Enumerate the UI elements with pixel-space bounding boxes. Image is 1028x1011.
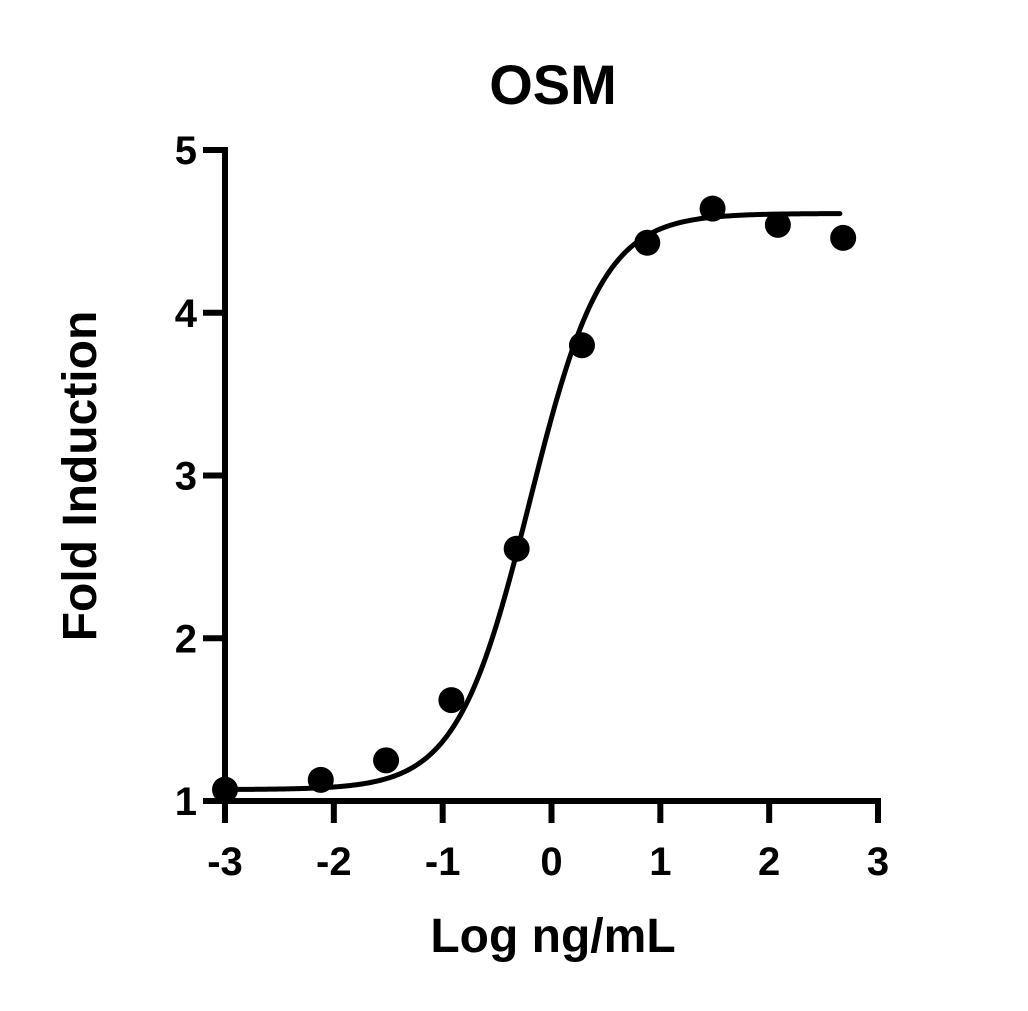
data-point [764, 211, 791, 238]
x-tick-label: 0 [540, 840, 562, 884]
data-point [503, 535, 530, 562]
data-point [212, 776, 238, 803]
data-point [373, 747, 400, 774]
data-point [568, 332, 595, 359]
data-point [634, 229, 661, 256]
y-tick-label: 4 [175, 292, 198, 336]
fit-curve [222, 211, 843, 792]
chart-title: OSM [489, 53, 617, 116]
x-tick-label: 2 [758, 840, 780, 884]
x-tick-label: -2 [316, 840, 352, 884]
data-point [307, 766, 334, 793]
data-points [212, 195, 857, 803]
data-point [830, 224, 857, 251]
fit-curve-layer [222, 211, 843, 792]
data-point [438, 687, 465, 714]
x-tick-label: -3 [207, 840, 243, 884]
y-tick-label: 2 [175, 617, 197, 661]
y-axis-label: Fold Induction [54, 311, 107, 642]
y-tick-label: 1 [175, 780, 197, 824]
x-tick-label: 1 [649, 840, 671, 884]
y-tick-label: 5 [175, 129, 197, 173]
x-tick-label: -1 [425, 840, 461, 884]
data-point [699, 195, 726, 222]
x-axis-label: Log ng/mL [430, 910, 675, 963]
y-tick-label: 3 [175, 455, 197, 499]
axes: 1 2 3 4 5 -3 -2 -1 0 1 2 3 [175, 129, 889, 884]
x-tick-label: 3 [867, 840, 889, 884]
